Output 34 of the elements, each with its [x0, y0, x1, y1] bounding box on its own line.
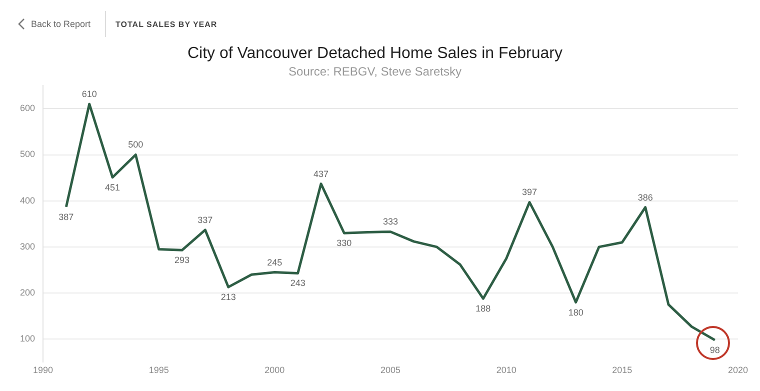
data-label: 610 — [82, 89, 97, 100]
x-tick-label: 2010 — [496, 365, 516, 376]
data-label: 293 — [174, 255, 190, 266]
x-tick-label: 2020 — [728, 365, 748, 376]
x-tick-label: 2015 — [612, 365, 632, 376]
chart-subtitle: Source: REBGV, Steve Saretsky — [288, 64, 462, 79]
data-label: 333 — [382, 216, 398, 227]
x-tick-label: 1990 — [33, 365, 54, 376]
text: TOTAL SALES BY YEAR — [116, 20, 218, 28]
data-label: 437 — [313, 168, 329, 179]
chart-title: City of Vancouver Detached Home Sales in February — [188, 45, 562, 62]
data-label: 243 — [290, 278, 306, 288]
data-label: 451 — [105, 182, 120, 192]
data-label: 386 — [638, 192, 653, 202]
data-label: 500 — [128, 140, 144, 150]
data-label: 98 — [710, 345, 720, 356]
y-tick-label: 300 — [20, 241, 36, 252]
data-label: 337 — [198, 214, 213, 225]
data-label: 180 — [568, 307, 584, 318]
data-label: 397 — [522, 187, 538, 198]
y-tick-label: 400 — [20, 195, 36, 206]
data-label: 387 — [58, 212, 74, 222]
y-tick-label: 600 — [20, 103, 36, 114]
data-label: 245 — [267, 257, 282, 268]
y-tick-label: 500 — [20, 149, 36, 160]
x-tick-label: 1995 — [148, 365, 169, 376]
data-label: 330 — [336, 238, 352, 248]
data-label: 213 — [220, 292, 236, 302]
x-tick-label: 2005 — [380, 365, 401, 376]
x-tick-label: 2000 — [264, 365, 285, 376]
y-tick-label: 100 — [20, 334, 36, 344]
data-label: 188 — [476, 304, 491, 314]
y-tick-label: 200 — [20, 288, 36, 298]
text: Back to Report — [31, 19, 91, 29]
